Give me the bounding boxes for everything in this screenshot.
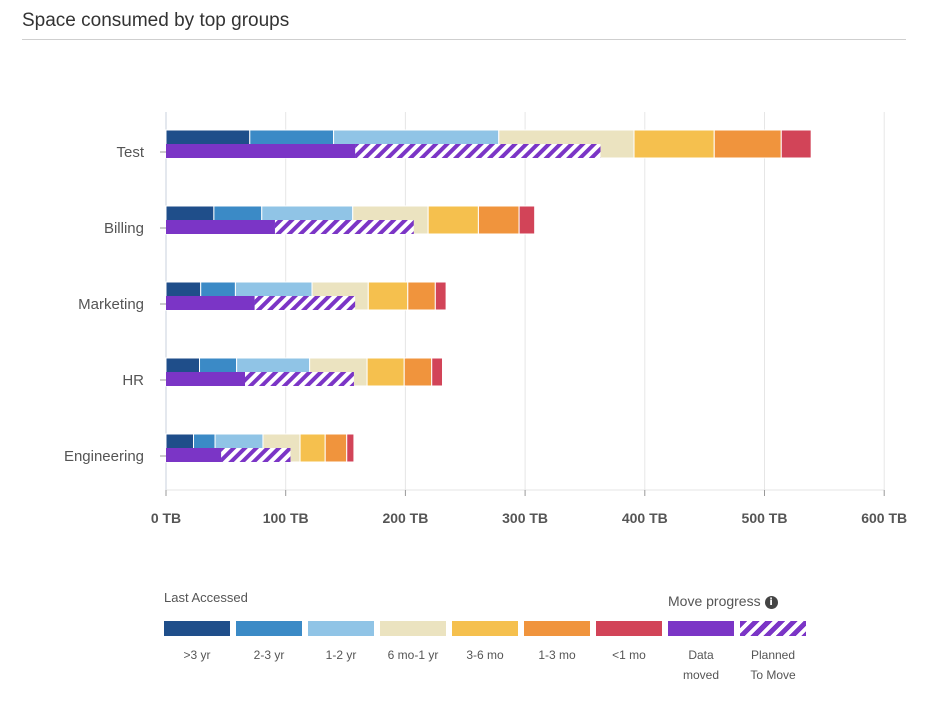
legend-label: 3-6 mo (466, 648, 504, 662)
legend-swatch (164, 621, 230, 636)
legend-item-gt3yr: >3 yr (164, 621, 230, 665)
legend-item-lt1mo: <1 mo (596, 621, 662, 665)
legend-heading-move-progress: Move progress i (668, 593, 778, 609)
legend-item-2to3yr: 2-3 yr (236, 621, 302, 665)
legend-item-3to6mo: 3-6 mo (452, 621, 518, 665)
legend-swatch (380, 621, 446, 636)
bar-segment: Engineering 1-3 mo: 18 (324, 433, 348, 463)
planned-to-move-bar (254, 296, 356, 310)
data-moved-bar (166, 144, 356, 158)
planned-to-move-bar (245, 372, 354, 386)
category-label: HR (122, 372, 144, 389)
legend-label: 6 mo-1 yr (387, 648, 439, 662)
bar-segment: Test 3-6 mo: 67 (633, 129, 715, 159)
legend-item-1to2yr: 1-2 yr (308, 621, 374, 665)
legend-item-1to3mo: 1-3 mo (524, 621, 590, 665)
legend-item-planned: Planned To Move (740, 621, 806, 685)
legend-swatch (740, 621, 806, 636)
x-tick-label: 200 TB (382, 510, 428, 526)
legend-swatch (308, 621, 374, 636)
legend-heading-last-accessed: Last Accessed (164, 590, 248, 605)
legend-swatch (596, 621, 662, 636)
x-tick-label: 600 TB (861, 510, 907, 526)
bar-segment: Engineering 3-6 mo: 21 (299, 433, 326, 463)
chart-title: Space consumed by top groups (22, 10, 290, 31)
bar-segment: Test 1-3 mo: 56 (713, 129, 782, 159)
legend-item-6moto1yr: 6 mo-1 yr (380, 621, 446, 665)
bar-segment: Marketing <1 mo: 9 (434, 281, 447, 311)
data-moved-bar (166, 372, 246, 386)
legend-swatch (524, 621, 590, 636)
legend-label: <1 mo (612, 648, 646, 662)
data-moved-bar (166, 296, 255, 310)
x-tick-label: 500 TB (742, 510, 788, 526)
legend-swatch (668, 621, 734, 636)
bar-segment: Billing 1-3 mo: 34 (477, 205, 520, 235)
category-label: Engineering (64, 448, 144, 465)
legend-label: 2-3 yr (253, 648, 285, 662)
title-divider (22, 39, 906, 40)
info-icon[interactable]: i (764, 596, 778, 609)
legend-label: Data moved (682, 648, 720, 682)
planned-to-move-bar (221, 448, 291, 462)
category-label: Marketing (78, 296, 144, 313)
legend-label: 1-2 yr (325, 648, 357, 662)
x-tick-label: 100 TB (263, 510, 309, 526)
data-moved-bar (166, 220, 275, 234)
category-label: Billing (104, 220, 144, 237)
legend-swatch (236, 621, 302, 636)
legend-label: 1-3 mo (538, 648, 576, 662)
stacked-bar-chart: Test >3 yr: 70Test 2-3 yr: 70Test 1-2 yr… (64, 112, 907, 526)
bar-segment: HR 3-6 mo: 31 (366, 357, 405, 387)
bar-segment: Engineering <1 mo: 6 (346, 433, 355, 463)
legend-item-moved: Data moved (668, 621, 734, 685)
bar-segment: Billing <1 mo: 13 (518, 205, 536, 235)
bar-segment: Marketing 3-6 mo: 33 (367, 281, 409, 311)
planned-to-move-bar (274, 220, 414, 234)
legend-label: Planned To Move (750, 648, 796, 682)
legend-heading-last-accessed-text: Last Accessed (164, 590, 248, 605)
x-tick-label: 0 TB (151, 510, 181, 526)
legend-heading-move-progress-text: Move progress (668, 593, 761, 609)
legend-swatch (452, 621, 518, 636)
bar-segment: Marketing 1-3 mo: 23 (407, 281, 436, 311)
category-label: Test (116, 144, 144, 161)
x-tick-label: 300 TB (502, 510, 548, 526)
bar-segment: Test <1 mo: 25 (780, 129, 812, 159)
bar-segment: HR <1 mo: 9 (431, 357, 444, 387)
bar-segment: Billing 3-6 mo: 42 (427, 205, 479, 235)
x-tick-label: 400 TB (622, 510, 668, 526)
bar-segment: HR 1-3 mo: 23 (403, 357, 433, 387)
data-moved-bar (166, 448, 222, 462)
legend-label: >3 yr (183, 648, 211, 662)
planned-to-move-bar (355, 144, 601, 158)
